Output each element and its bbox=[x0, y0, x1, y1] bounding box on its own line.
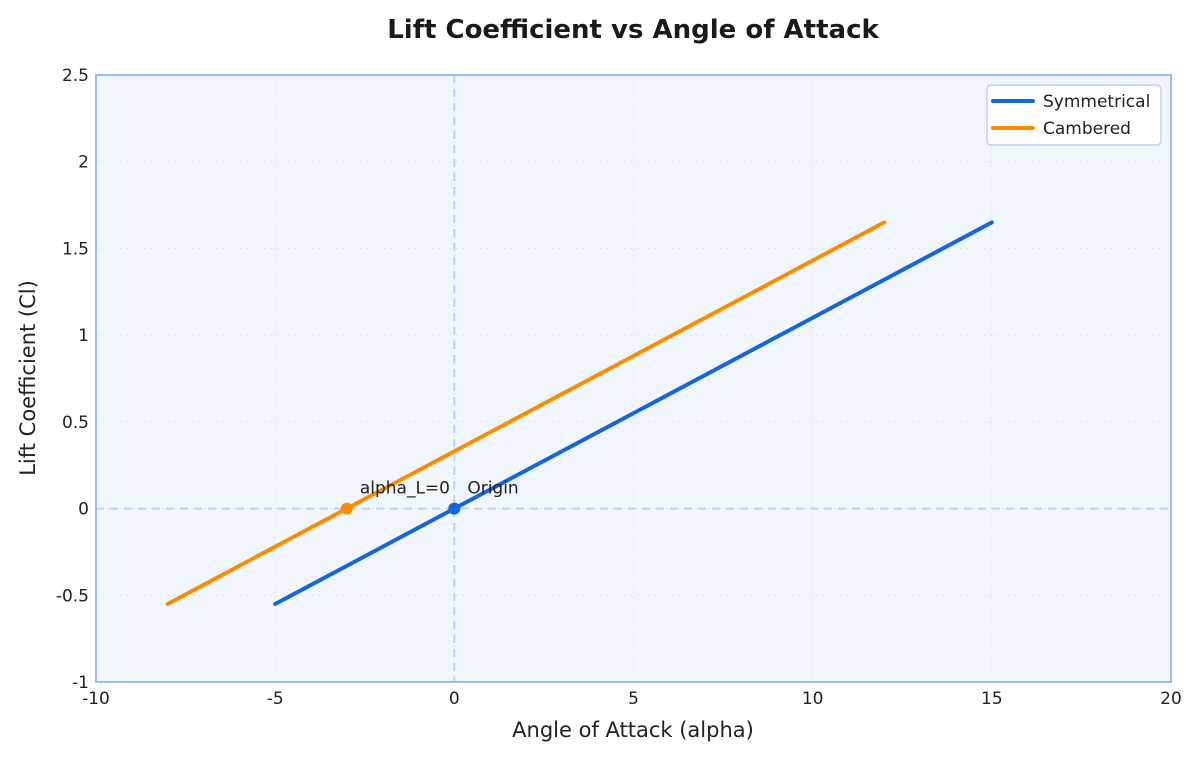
y-tick-label: 0 bbox=[78, 500, 89, 520]
y-tick-label: -1 bbox=[72, 673, 89, 693]
x-tick-label: 20 bbox=[1160, 689, 1182, 709]
y-tick-label: 2.5 bbox=[62, 66, 89, 86]
x-tick-label: 0 bbox=[449, 689, 460, 709]
y-tick-label: -0.5 bbox=[56, 586, 89, 606]
legend-label: Cambered bbox=[1043, 119, 1131, 139]
series-layer bbox=[165, 220, 994, 606]
annotation-label: alpha_L=0 bbox=[360, 479, 450, 499]
x-tick-label: 5 bbox=[628, 689, 639, 709]
y-axis-label: Lift Coefficient (Cl) bbox=[16, 280, 40, 476]
y-tick-label: 0.5 bbox=[62, 413, 89, 433]
legend-label: Symmetrical bbox=[1043, 92, 1150, 112]
grid bbox=[96, 75, 1171, 682]
y-tick-label: 2 bbox=[78, 153, 89, 173]
annotation-label: Origin bbox=[467, 479, 518, 499]
x-tick-label: -5 bbox=[267, 689, 284, 709]
series-line-symmetrical bbox=[273, 220, 994, 606]
annotation-marker bbox=[448, 502, 461, 515]
y-ticks: -1 -0.5 0 0.5 1 1.5 2 2.5 bbox=[56, 66, 89, 693]
legend: Symmetrical Cambered bbox=[986, 84, 1162, 146]
y-tick-label: 1 bbox=[78, 326, 89, 346]
annotation-marker bbox=[340, 502, 353, 515]
plot-frame bbox=[95, 74, 1172, 683]
y-tick-label: 1.5 bbox=[62, 239, 89, 259]
x-tick-label: -10 bbox=[82, 689, 110, 709]
chart-title: Lift Coefficient vs Angle of Attack bbox=[387, 15, 879, 45]
x-ticks: -10 -5 0 5 10 15 20 bbox=[82, 689, 1182, 709]
x-tick-label: 15 bbox=[981, 689, 1003, 709]
reference-lines bbox=[96, 75, 1171, 682]
annotations: Origin alpha_L=0 bbox=[340, 479, 519, 515]
series-line-cambered bbox=[165, 220, 887, 606]
x-axis-label: Angle of Attack (alpha) bbox=[512, 718, 754, 742]
x-tick-label: 10 bbox=[802, 689, 824, 709]
